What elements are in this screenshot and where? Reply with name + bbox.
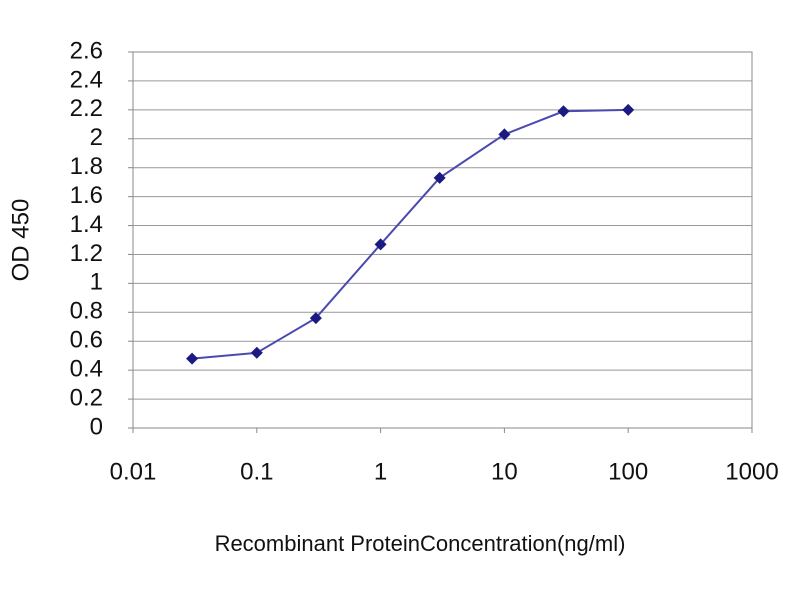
- y-tick-label: 0.2: [70, 384, 103, 411]
- data-point: [250, 346, 263, 359]
- x-tick-label: 100: [608, 458, 648, 485]
- y-tick-label: 1.6: [70, 182, 103, 209]
- x-axis-label: Recombinant ProteinConcentration(ng/ml): [215, 531, 626, 556]
- plot-area: [132, 51, 753, 429]
- y-tick-label: 1.2: [70, 240, 103, 267]
- y-tick-label: 2.4: [70, 66, 103, 93]
- y-axis-label: OD 450: [7, 199, 34, 282]
- x-tick-label: 0.1: [240, 458, 273, 485]
- y-tick-label: 0.4: [70, 355, 103, 382]
- y-tick-label: 1.4: [70, 211, 103, 238]
- data-point: [557, 105, 570, 118]
- data-point: [622, 103, 635, 116]
- y-tick-label: 2.6: [70, 37, 103, 64]
- series-line: [191, 108, 629, 360]
- x-tick-label: 0.01: [110, 458, 157, 485]
- y-tick-label: 2: [90, 124, 103, 151]
- y-tick-label: 1.8: [70, 153, 103, 180]
- x-tick-label: 10: [491, 458, 518, 485]
- data-point: [309, 312, 322, 325]
- y-tick-label: 0.6: [70, 327, 103, 354]
- x-tick-label: 1000: [725, 458, 778, 485]
- data-point: [498, 128, 511, 141]
- y-tick-label: 1: [90, 269, 103, 296]
- y-tick-label: 0.8: [70, 298, 103, 325]
- data-point: [186, 352, 199, 365]
- data-point: [374, 238, 387, 251]
- y-tick-label: 2.2: [70, 95, 103, 122]
- y-tick-label: 0: [90, 413, 103, 440]
- x-tick-label: 1: [374, 458, 387, 485]
- data-point: [433, 171, 446, 184]
